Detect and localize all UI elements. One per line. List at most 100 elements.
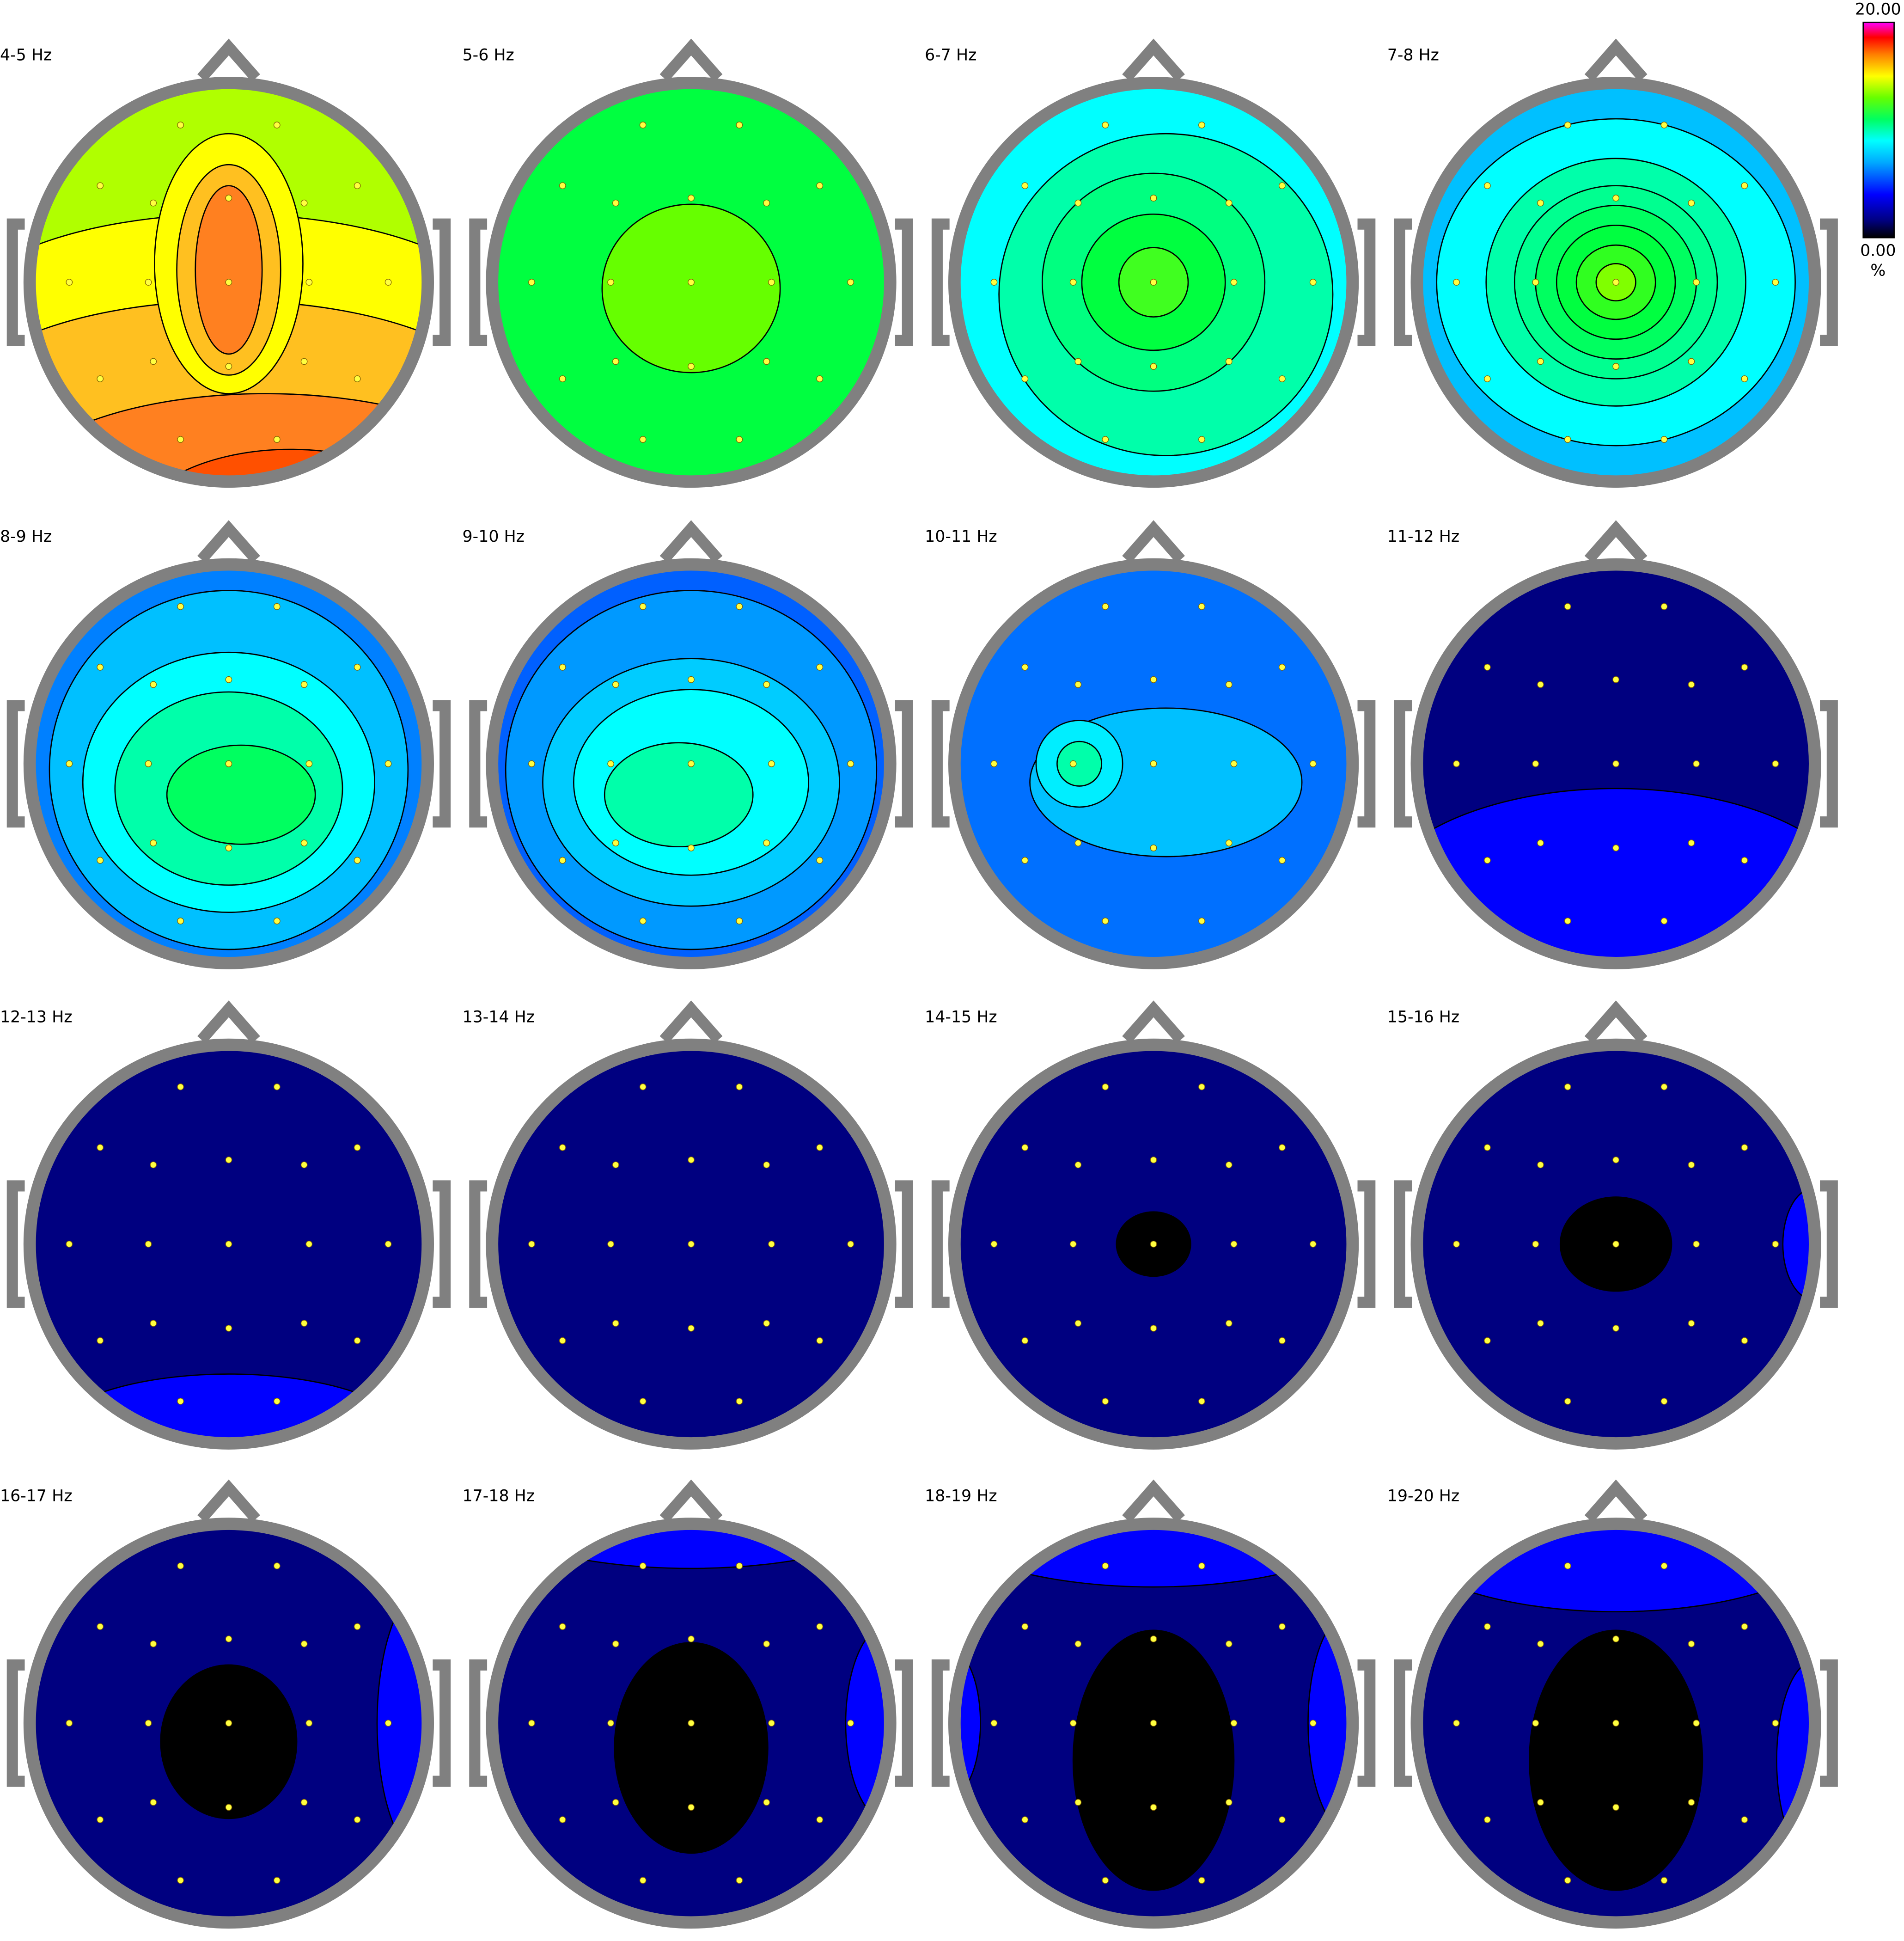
electrode	[1688, 681, 1695, 688]
electrode	[305, 760, 313, 767]
electrode	[612, 1161, 619, 1169]
electrode	[1693, 760, 1700, 767]
topomap: 15-16 Hz	[1387, 1000, 1838, 1450]
electrode	[763, 1640, 770, 1647]
electrode	[816, 1144, 824, 1151]
electrode	[1021, 857, 1029, 864]
electrode	[1198, 436, 1205, 443]
electrode	[763, 1799, 770, 1806]
electrode	[1150, 363, 1157, 370]
electrode	[177, 1398, 184, 1405]
electrode	[612, 839, 619, 847]
electrode	[177, 436, 184, 443]
left-ear	[6, 1659, 25, 1787]
electrode	[300, 839, 308, 847]
electrode	[688, 845, 695, 851]
electrode	[1741, 375, 1748, 382]
map-label: 9-10 Hz	[463, 527, 525, 546]
contour-region	[1782, 1188, 1810, 1301]
contour-region	[959, 1529, 1348, 1588]
contour-region	[959, 1648, 981, 1798]
electrode	[847, 1720, 854, 1727]
electrode	[177, 1562, 184, 1569]
nose	[197, 1000, 260, 1044]
electrode	[225, 676, 232, 683]
topomap: 17-18 Hz	[463, 1479, 913, 1929]
electrode	[1225, 839, 1233, 847]
head-outline	[23, 1518, 434, 1929]
electrode	[225, 1804, 232, 1811]
electrode	[273, 122, 281, 129]
electrode	[1741, 1816, 1748, 1823]
map-label: 4-5 Hz	[0, 46, 52, 64]
electrode	[273, 1562, 281, 1569]
electrode	[354, 375, 361, 382]
electrode	[1021, 375, 1029, 382]
electrode	[305, 279, 313, 286]
electrode	[1453, 760, 1460, 767]
electrode	[1612, 1804, 1620, 1811]
electrode	[1688, 1320, 1695, 1327]
electrode	[1198, 1877, 1205, 1884]
electrode	[305, 1720, 313, 1727]
electrode	[1278, 857, 1286, 864]
nose	[1584, 520, 1648, 563]
map-label: 13-14 Hz	[463, 1008, 535, 1026]
nose	[1122, 1479, 1185, 1523]
electrode	[1693, 1720, 1700, 1727]
electrode	[1693, 1240, 1700, 1248]
electrode	[1564, 1398, 1571, 1405]
electrode	[1021, 664, 1029, 671]
electrode	[736, 603, 743, 610]
electrode	[1198, 1562, 1205, 1569]
electrode	[1484, 857, 1491, 864]
electrode	[1278, 1337, 1286, 1344]
electrode	[1741, 1623, 1748, 1630]
right-ear	[1820, 1180, 1838, 1308]
electrode	[300, 681, 308, 688]
electrode	[225, 195, 232, 202]
electrode	[1693, 279, 1700, 286]
electrode	[639, 1083, 647, 1090]
electrode	[1660, 122, 1668, 129]
electrode	[225, 363, 232, 370]
electrode	[768, 279, 775, 286]
electrode	[559, 1623, 566, 1630]
electrode	[1278, 664, 1286, 671]
electrode	[639, 1877, 647, 1884]
electrode	[1564, 603, 1571, 610]
topomap: 19-20 Hz	[1387, 1479, 1838, 1929]
electrode	[612, 1640, 619, 1647]
electrode	[816, 1816, 824, 1823]
electrode	[384, 1720, 392, 1727]
contour-region	[1072, 1629, 1235, 1891]
electrode	[354, 1816, 361, 1823]
map-label: 18-19 Hz	[925, 1487, 997, 1506]
electrode	[1074, 358, 1082, 365]
electrode	[736, 1562, 743, 1569]
electrode	[150, 1320, 157, 1327]
electrode	[1564, 436, 1571, 443]
electrode	[1074, 839, 1082, 847]
electrode	[1564, 1877, 1571, 1884]
right-ear	[895, 218, 913, 346]
left-ear	[1394, 1659, 1412, 1787]
electrode	[1612, 1325, 1620, 1332]
electrode	[384, 760, 392, 767]
electrode	[1660, 1083, 1668, 1090]
head-outline	[486, 558, 897, 969]
electrode	[1660, 436, 1668, 443]
head-outline	[486, 1038, 897, 1450]
electrode	[559, 857, 566, 864]
electrode	[1150, 1804, 1157, 1811]
electrode	[736, 1877, 743, 1884]
electrode	[1564, 1083, 1571, 1090]
electrode	[1074, 1161, 1082, 1169]
electrode	[990, 760, 998, 767]
electrode	[150, 1640, 157, 1647]
left-ear	[1394, 700, 1412, 828]
head-outline	[23, 558, 434, 969]
electrode	[1309, 1720, 1317, 1727]
electrode	[688, 676, 695, 683]
electrode	[736, 122, 743, 129]
